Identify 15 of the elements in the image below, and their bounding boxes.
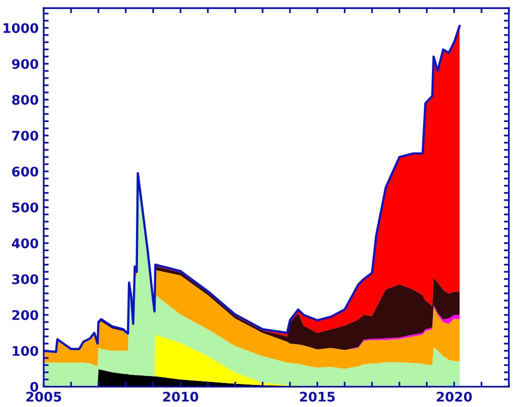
y-tick-label: 800 bbox=[12, 94, 38, 105]
y-tick-label: 0 bbox=[30, 382, 38, 392]
y-tick-label: 400 bbox=[12, 238, 38, 248]
x-tick-label: 2015 bbox=[300, 392, 335, 402]
y-tick-label: 900 bbox=[12, 58, 38, 69]
y-tick-label: 600 bbox=[12, 166, 38, 177]
y-tick-label: 500 bbox=[12, 202, 38, 212]
y-tick-label: 300 bbox=[12, 274, 38, 284]
y-tick-label: 700 bbox=[12, 130, 38, 141]
x-tick-label: 2020 bbox=[436, 392, 472, 402]
y-tick-label: 1000 bbox=[4, 23, 38, 34]
y-tick-label: 200 bbox=[12, 310, 38, 320]
y-tick-label: 100 bbox=[12, 346, 38, 356]
x-tick-label: 2005 bbox=[26, 392, 62, 402]
x-tick-label: 2010 bbox=[163, 392, 198, 402]
